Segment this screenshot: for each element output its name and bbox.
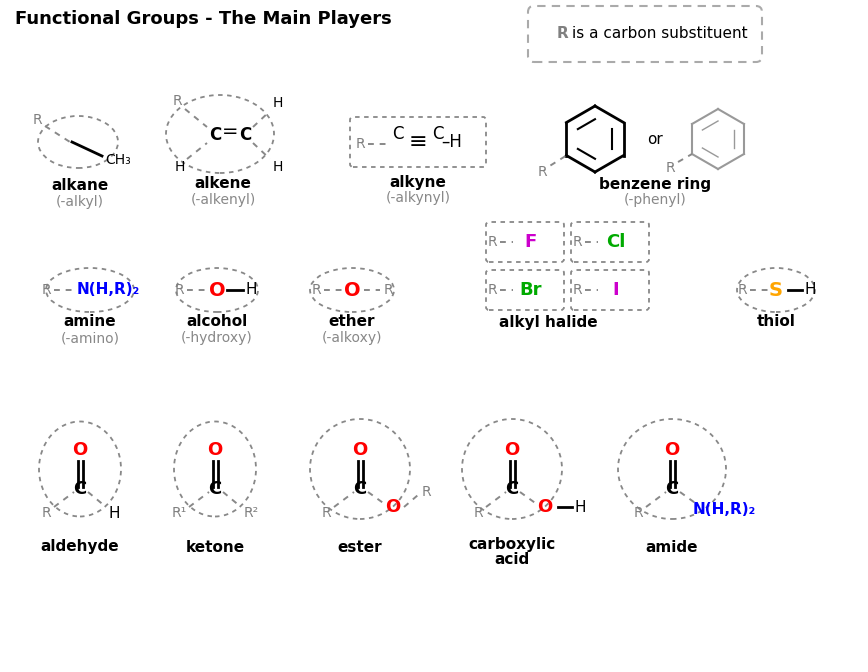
Text: O: O <box>208 280 226 300</box>
Text: R¹: R¹ <box>171 506 187 520</box>
Text: is a carbon substituent: is a carbon substituent <box>572 26 748 42</box>
Text: R: R <box>321 506 331 520</box>
Text: (-alkoxy): (-alkoxy) <box>322 331 382 345</box>
Text: ≡: ≡ <box>409 132 427 152</box>
Text: CH₃: CH₃ <box>105 153 131 167</box>
Text: acid: acid <box>495 552 529 567</box>
Text: R: R <box>557 26 569 42</box>
Text: O: O <box>72 441 88 459</box>
Text: O: O <box>664 441 680 459</box>
Text: (-alkynyl): (-alkynyl) <box>385 191 450 205</box>
Text: R: R <box>473 506 483 520</box>
Text: Functional Groups - The Main Players: Functional Groups - The Main Players <box>15 10 391 28</box>
Text: alkane: alkane <box>51 179 108 194</box>
Text: alcohol: alcohol <box>187 314 247 329</box>
Text: H: H <box>273 160 283 174</box>
Text: ether: ether <box>329 314 375 329</box>
Text: –H: –H <box>442 133 463 151</box>
Text: (-phenyl): (-phenyl) <box>623 193 687 207</box>
Text: C: C <box>208 480 221 498</box>
Text: thiol: thiol <box>757 314 795 329</box>
Text: (-amino): (-amino) <box>61 331 120 345</box>
Text: H: H <box>273 96 283 110</box>
Text: H: H <box>575 499 586 515</box>
Text: R: R <box>172 94 181 108</box>
Text: R: R <box>421 485 431 499</box>
Text: C: C <box>353 480 366 498</box>
Text: R: R <box>537 165 547 179</box>
Text: C: C <box>666 480 679 498</box>
Text: aldehyde: aldehyde <box>41 540 119 554</box>
Text: O: O <box>504 441 520 459</box>
Text: R: R <box>32 113 42 127</box>
Text: O: O <box>352 441 368 459</box>
Text: O: O <box>207 441 222 459</box>
Text: R: R <box>487 283 496 297</box>
Text: O: O <box>344 280 360 300</box>
Text: H: H <box>108 505 120 521</box>
Text: R²: R² <box>243 506 259 520</box>
Text: (-alkenyl): (-alkenyl) <box>190 193 255 207</box>
Text: R: R <box>572 283 582 297</box>
Text: (-alkyl): (-alkyl) <box>56 195 104 209</box>
Text: R: R <box>355 137 365 151</box>
Text: R: R <box>174 283 184 297</box>
Text: H: H <box>246 282 257 298</box>
Text: R: R <box>41 506 51 520</box>
Text: O: O <box>385 498 401 516</box>
Text: C: C <box>239 126 251 144</box>
Text: R: R <box>737 283 746 297</box>
Text: R: R <box>487 235 496 249</box>
Text: carboxylic: carboxylic <box>469 536 556 552</box>
Text: =: = <box>221 122 238 140</box>
Text: I: I <box>613 281 619 299</box>
Text: alkyne: alkyne <box>390 175 446 190</box>
Text: R: R <box>41 283 51 297</box>
Text: benzene ring: benzene ring <box>599 177 711 192</box>
Text: S: S <box>769 280 783 300</box>
Text: R: R <box>572 235 582 249</box>
Text: Cl: Cl <box>607 233 626 251</box>
Text: F: F <box>525 233 537 251</box>
Text: or: or <box>648 132 663 146</box>
Text: C: C <box>392 125 404 143</box>
Text: N(H,R)₂: N(H,R)₂ <box>693 501 756 517</box>
Text: C: C <box>505 480 518 498</box>
Text: alkyl halide: alkyl halide <box>499 314 597 329</box>
Text: H: H <box>805 282 816 298</box>
Text: (-hydroxy): (-hydroxy) <box>181 331 253 345</box>
Text: ketone: ketone <box>186 540 245 554</box>
Text: R: R <box>383 283 393 297</box>
Text: C: C <box>432 125 444 143</box>
Text: R: R <box>312 283 321 297</box>
Text: amide: amide <box>646 540 698 554</box>
Text: N(H,R)₂: N(H,R)₂ <box>76 282 140 298</box>
Text: amine: amine <box>63 314 116 329</box>
Text: R: R <box>665 161 674 175</box>
Text: R: R <box>633 506 643 520</box>
Text: Br: Br <box>520 281 542 299</box>
Text: alkene: alkene <box>194 177 252 192</box>
Text: C: C <box>74 480 87 498</box>
Text: ester: ester <box>338 540 382 554</box>
Text: C: C <box>209 126 221 144</box>
Text: H: H <box>174 160 185 174</box>
Text: O: O <box>537 498 553 516</box>
